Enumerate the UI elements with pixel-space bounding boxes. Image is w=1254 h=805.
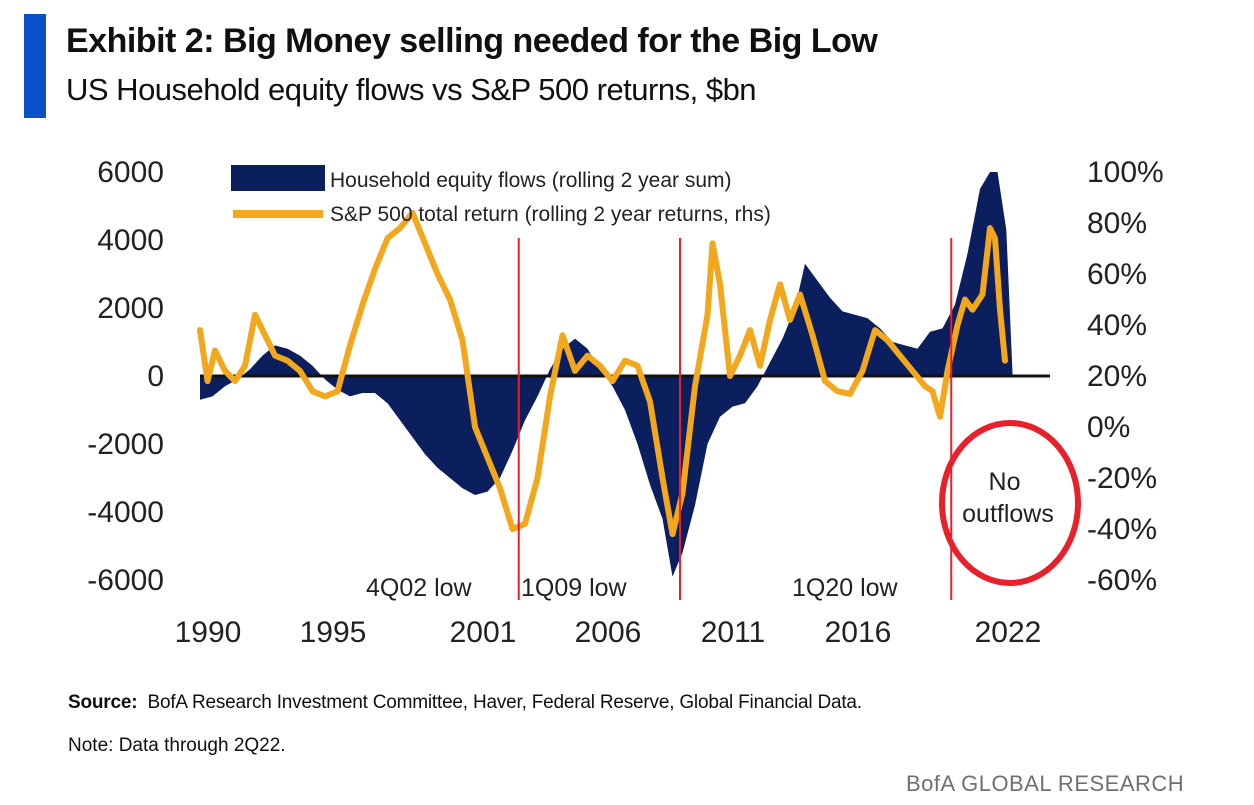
- right-tick-label: 80%: [1087, 207, 1147, 240]
- no-outflows-highlight-circle: [939, 420, 1081, 586]
- source-line: Source: BofA Research Investment Committ…: [68, 692, 862, 714]
- left-tick-label: -6000: [87, 564, 164, 597]
- left-tick-label: 2000: [97, 292, 164, 325]
- x-tick-label: 1990: [175, 616, 242, 649]
- annotation-no-outflows-line2: outflows: [962, 500, 1054, 528]
- x-tick-label: 2022: [975, 616, 1042, 649]
- annotation-no-outflows: No outflows: [962, 468, 1054, 528]
- left-tick-label: 6000: [97, 156, 164, 189]
- low-marker-lines: [517, 238, 953, 600]
- x-tick-label: 2016: [825, 616, 892, 649]
- right-tick-label: 60%: [1087, 258, 1147, 291]
- right-tick-label: -20%: [1087, 462, 1157, 495]
- chart-title: Exhibit 2: Big Money selling needed for …: [66, 22, 878, 60]
- legend-swatch-flows: [231, 165, 325, 191]
- sp500-return-line: [197, 209, 1008, 538]
- right-tick-label: -40%: [1087, 513, 1157, 546]
- right-tick-label: 20%: [1087, 360, 1147, 393]
- left-tick-label: -2000: [87, 428, 164, 461]
- annotation-1q20-low: 1Q20 low: [792, 574, 899, 602]
- title-accent-bar: [24, 14, 46, 118]
- right-axis-ticks: 100% 80% 60% 40% 20% 0% -20% -40% -60%: [1087, 156, 1164, 597]
- x-tick-label: 2011: [701, 616, 766, 649]
- legend-label-flows: Household equity flows (rolling 2 year s…: [330, 169, 732, 192]
- right-tick-label: 0%: [1087, 411, 1130, 444]
- x-axis-ticks: 1990 1995 2001 2006 2011 2016 2022: [175, 616, 1042, 649]
- x-tick-label: 2006: [575, 616, 642, 649]
- right-tick-label: 100%: [1087, 156, 1164, 189]
- annotation-4q02-low: 4Q02 low: [366, 574, 473, 602]
- legend-label-returns: S&P 500 total return (rolling 2 year ret…: [330, 203, 771, 226]
- source-label: Source:: [68, 692, 138, 713]
- source-text: BofA Research Investment Committee, Have…: [147, 692, 863, 713]
- left-tick-label: 4000: [97, 224, 164, 257]
- household-flows-area: [200, 172, 1013, 577]
- left-tick-label: 0: [147, 360, 164, 393]
- x-tick-label: 2001: [450, 616, 517, 649]
- chart-subtitle: US Household equity flows vs S&P 500 ret…: [66, 72, 757, 107]
- left-axis-ticks: 6000 4000 2000 0 -2000 -4000 -6000: [87, 156, 164, 597]
- annotation-no-outflows-line1: No: [989, 468, 1021, 496]
- right-tick-label: 40%: [1087, 309, 1147, 342]
- brand-logo-text: BofA GLOBAL RESEARCH: [906, 771, 1185, 796]
- left-tick-label: -4000: [87, 496, 164, 529]
- note-line: Note: Data through 2Q22.: [68, 735, 286, 756]
- right-tick-label: -60%: [1087, 564, 1157, 597]
- annotation-1q09-low: 1Q09 low: [521, 574, 628, 602]
- x-tick-label: 1995: [300, 616, 367, 649]
- legend: Household equity flows (rolling 2 year s…: [231, 165, 771, 226]
